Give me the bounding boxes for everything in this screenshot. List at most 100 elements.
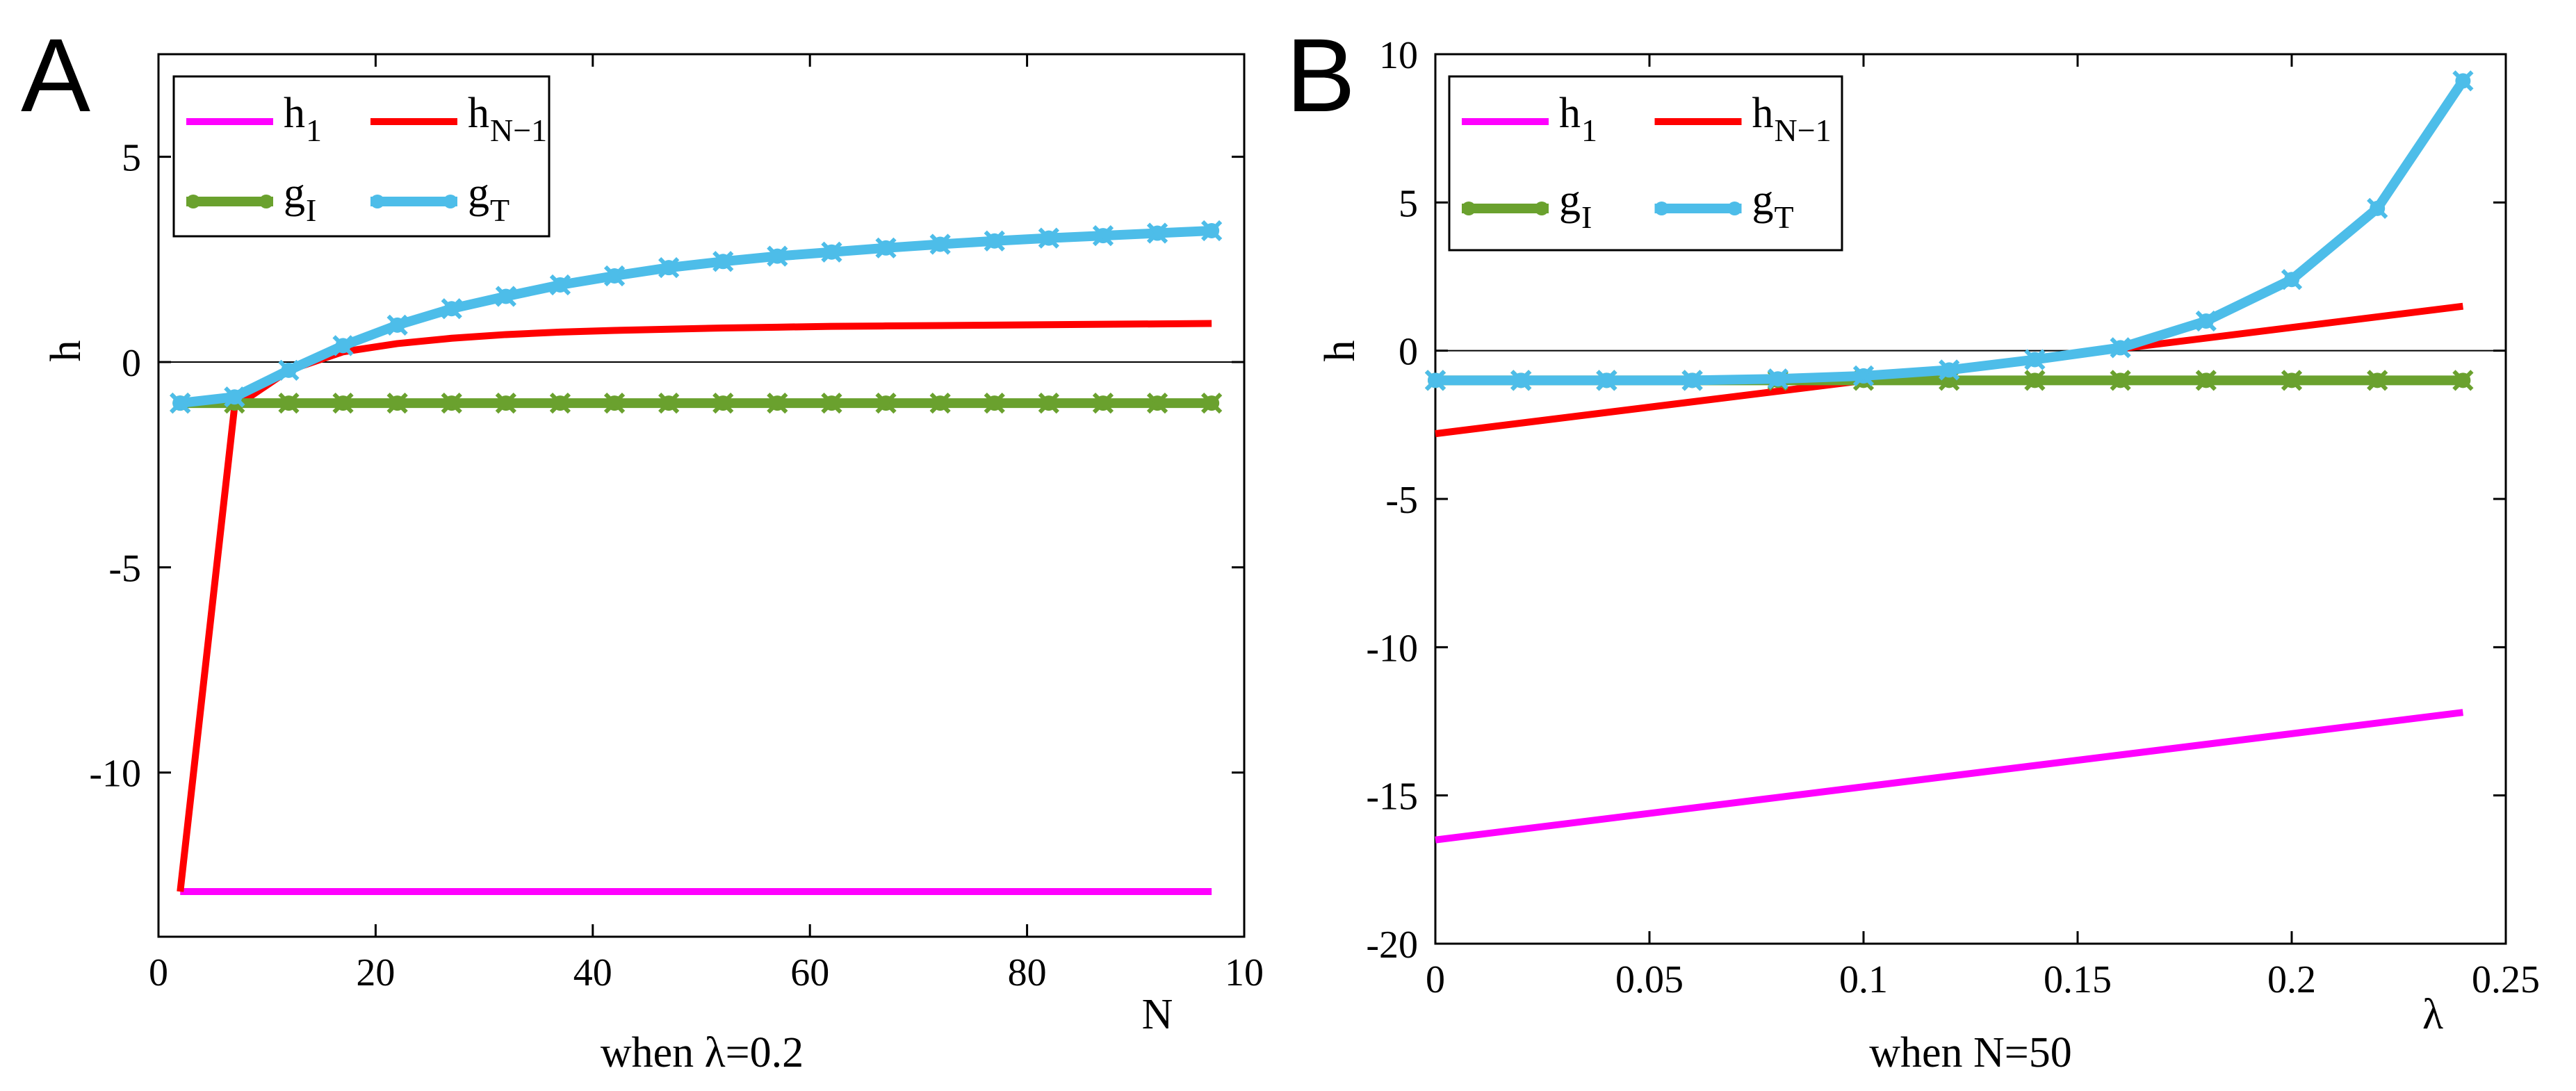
data-point-a-gT [441,298,462,320]
x-tick-label-a: 10 [1225,951,1264,994]
data-point-b-gT [1510,370,1532,391]
data-point-a-gI [984,392,1005,414]
caption-a: when λ=0.2 [601,1029,804,1076]
y-tick-label-b: -20 [1366,924,1418,967]
svg-text:g: g [1559,177,1581,224]
data-point-a-gT [495,286,516,307]
data-point-a-gT [1038,227,1059,249]
data-point-b-gT [1852,365,1875,387]
series-line-b-h-1 [1435,709,2464,844]
data-point-b-gI [2110,370,2131,391]
data-point-b-gT [1596,370,1617,391]
y-tick-label-b: 5 [1399,182,1418,225]
svg-text:g: g [1752,177,1774,224]
svg-text:N−1: N−1 [490,113,547,148]
x-tick-label-b: 0.2 [2267,958,2316,1001]
data-point-a-gT [1201,220,1223,242]
data-point-b-gI [2452,370,2474,391]
svg-text:N−1: N−1 [1775,113,1832,148]
y-tick-label-a: 0 [122,342,141,385]
data-point-b-gT [1424,370,1446,391]
data-point-a-gT [386,314,408,336]
x-axis-label-a: N [1142,991,1173,1038]
data-point-b-gI [2195,370,2217,391]
data-point-b-gT [1939,359,1960,381]
data-point-a-gI [658,392,680,414]
data-point-a-gI [821,392,842,414]
data-point-a-gT [1092,224,1114,247]
data-point-b-gT [2452,70,2474,92]
data-point-a-gI [441,392,462,414]
x-tick-label-a: 20 [356,951,395,994]
data-point-a-gT [875,237,897,259]
series-line-a-g-T [179,226,1212,409]
y-tick-label-b: -15 [1366,776,1418,819]
data-point-b-gT [2195,310,2217,332]
series-line-a-h-N−1 [177,320,1212,892]
data-point-a-gT [549,274,571,296]
y-tick-label-a: -10 [89,753,141,796]
svg-text:g: g [284,170,305,217]
y-axis-label-a: h [42,341,90,362]
data-point-a-gT [1146,222,1168,244]
data-point-a-gI [332,392,354,414]
y-tick-label-b: -5 [1385,479,1418,522]
data-point-a-gI [495,392,516,414]
x-axis-label-b: λ [2422,991,2443,1038]
panel-label-b: B [1286,17,1355,133]
svg-text:h: h [284,90,305,137]
data-point-a-gI [278,392,300,414]
data-point-a-gI [712,392,734,414]
svg-text:I: I [1581,199,1592,235]
y-tick-label-b: 10 [1379,34,1418,77]
data-point-a-gI [549,392,571,414]
data-point-b-gI [2024,370,2046,391]
data-point-a-gI [1201,392,1223,414]
data-point-b-gT [1767,368,1788,390]
data-point-a-gI [603,392,626,414]
data-point-a-gI [929,392,951,414]
svg-text:T: T [490,192,510,228]
legend-item-b-hN−1: h N−1 [1654,90,1832,148]
data-point-a-gT [712,251,734,272]
y-tick-label-b: -10 [1366,627,1418,670]
legend-box-a [172,75,551,238]
svg-text:1: 1 [1581,113,1597,148]
x-tick-label-a: 0 [149,951,168,994]
panel-label-a: A [21,17,90,133]
y-tick-label-a: 5 [122,137,141,180]
x-tick-label-a: 60 [790,951,829,994]
svg-text:h: h [1752,90,1774,137]
data-point-b-gT [2110,337,2131,359]
svg-text:g: g [468,170,489,217]
data-point-b-gI [2367,370,2388,391]
data-point-a-gT [821,241,842,263]
svg-text:h: h [468,90,489,137]
data-point-a-gI [767,392,788,414]
svg-text:T: T [1775,199,1794,235]
data-point-b-gT [2367,197,2388,219]
y-tick-label-a: -5 [108,547,141,590]
data-point-a-gI [386,392,408,414]
legend-item-a-hN−1: h N−1 [370,90,547,148]
x-tick-label-b: 0.05 [1615,958,1684,1001]
svg-text:I: I [306,192,316,228]
svg-text:h: h [1559,90,1581,137]
y-tick-label-b: 0 [1399,331,1418,374]
data-point-a-gI [1038,392,1059,414]
x-tick-label-b: 0.15 [2044,958,2112,1001]
svg-text:1: 1 [306,113,322,148]
data-point-a-gI [1092,392,1114,414]
x-tick-label-b: 0.1 [1839,958,1888,1001]
caption-b: when N=50 [1869,1029,2072,1076]
data-point-a-gT [224,386,245,408]
data-point-b-gT [2281,269,2303,290]
